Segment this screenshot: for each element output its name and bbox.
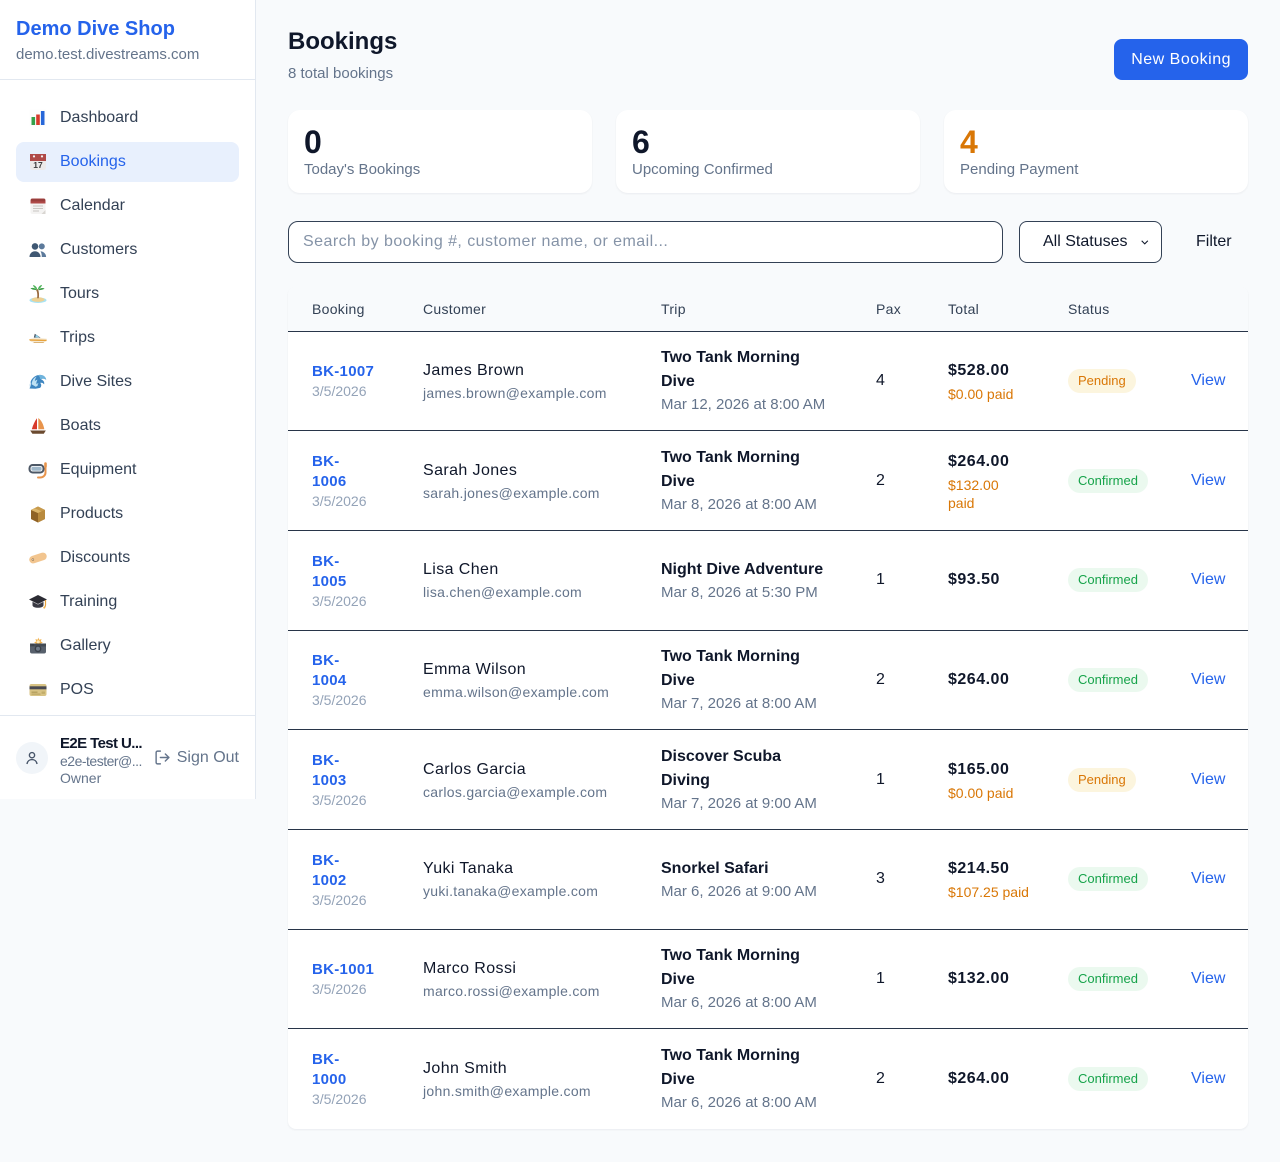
svg-text:17: 17	[33, 160, 43, 170]
